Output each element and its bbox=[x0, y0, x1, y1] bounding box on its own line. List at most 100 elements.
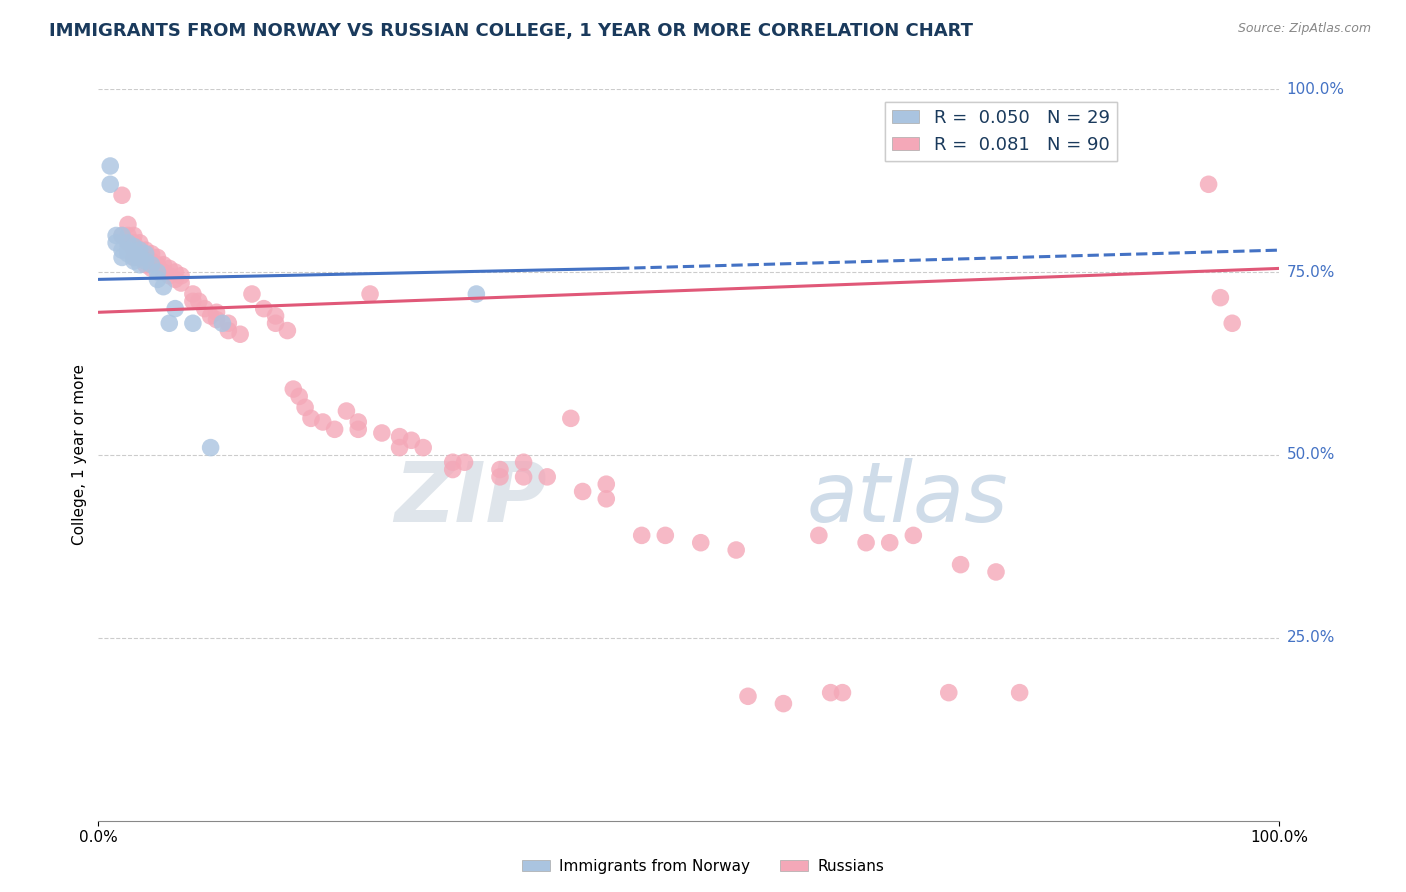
Point bbox=[371, 425, 394, 440]
Point bbox=[135, 243, 157, 257]
Legend: R =  0.050   N = 29, R =  0.081   N = 90: R = 0.050 N = 29, R = 0.081 N = 90 bbox=[884, 102, 1116, 161]
Point bbox=[122, 239, 145, 253]
Point bbox=[194, 301, 217, 316]
Point bbox=[141, 254, 163, 268]
Point bbox=[128, 243, 150, 257]
Point bbox=[117, 235, 139, 250]
Point bbox=[157, 261, 180, 276]
Point bbox=[181, 316, 204, 330]
Point bbox=[831, 686, 853, 700]
Point bbox=[135, 254, 157, 268]
Point bbox=[465, 287, 488, 301]
Point bbox=[122, 246, 145, 260]
Point bbox=[146, 272, 169, 286]
Point bbox=[128, 258, 150, 272]
Point bbox=[1220, 316, 1243, 330]
Point bbox=[388, 430, 411, 444]
Point bbox=[146, 265, 169, 279]
Point bbox=[725, 543, 748, 558]
Point bbox=[347, 415, 370, 429]
Text: IMMIGRANTS FROM NORWAY VS RUSSIAN COLLEGE, 1 YEAR OR MORE CORRELATION CHART: IMMIGRANTS FROM NORWAY VS RUSSIAN COLLEG… bbox=[49, 22, 973, 40]
Point bbox=[630, 528, 652, 542]
Point bbox=[152, 265, 174, 279]
Point bbox=[938, 686, 960, 700]
Point bbox=[122, 243, 145, 257]
Point bbox=[152, 279, 174, 293]
Y-axis label: College, 1 year or more: College, 1 year or more bbox=[72, 365, 87, 545]
Point bbox=[135, 258, 157, 272]
Point bbox=[984, 565, 1007, 579]
Point bbox=[200, 441, 222, 455]
Text: atlas: atlas bbox=[807, 458, 1008, 540]
Point bbox=[347, 422, 370, 436]
Point bbox=[312, 415, 335, 429]
Point bbox=[111, 188, 134, 202]
Point bbox=[105, 228, 128, 243]
Point bbox=[276, 324, 298, 338]
Point bbox=[388, 441, 411, 455]
Point bbox=[772, 697, 794, 711]
Point bbox=[98, 159, 121, 173]
Point bbox=[323, 422, 346, 436]
Point bbox=[117, 228, 139, 243]
Point bbox=[571, 484, 593, 499]
Point bbox=[229, 327, 252, 342]
Point bbox=[157, 268, 180, 283]
Point bbox=[205, 305, 228, 319]
Point bbox=[855, 535, 877, 549]
Point bbox=[117, 243, 139, 257]
Text: Source: ZipAtlas.com: Source: ZipAtlas.com bbox=[1237, 22, 1371, 36]
Point bbox=[294, 401, 316, 415]
Text: 50.0%: 50.0% bbox=[1286, 448, 1334, 462]
Point bbox=[217, 324, 239, 338]
Point bbox=[299, 411, 322, 425]
Point bbox=[200, 309, 222, 323]
Point bbox=[165, 265, 187, 279]
Point bbox=[135, 246, 157, 260]
Point bbox=[122, 251, 145, 265]
Point bbox=[128, 251, 150, 265]
Point bbox=[401, 434, 423, 448]
Point bbox=[283, 382, 305, 396]
Point bbox=[98, 178, 121, 192]
Point bbox=[359, 287, 381, 301]
Point bbox=[111, 228, 134, 243]
Point bbox=[105, 235, 128, 250]
Point bbox=[1008, 686, 1031, 700]
Point bbox=[211, 316, 233, 330]
Point bbox=[217, 316, 239, 330]
Point bbox=[117, 246, 139, 260]
Point bbox=[453, 455, 475, 469]
Point bbox=[689, 535, 711, 549]
Point bbox=[181, 294, 204, 309]
Text: 25.0%: 25.0% bbox=[1286, 631, 1334, 645]
Point bbox=[879, 535, 901, 549]
Point bbox=[489, 470, 512, 484]
Point bbox=[146, 251, 169, 265]
Point bbox=[441, 462, 464, 476]
Point bbox=[122, 235, 145, 250]
Point bbox=[187, 294, 209, 309]
Point bbox=[135, 251, 157, 265]
Point bbox=[1198, 178, 1220, 192]
Point bbox=[122, 254, 145, 268]
Point bbox=[141, 258, 163, 272]
Point bbox=[595, 491, 617, 506]
Point bbox=[512, 470, 534, 484]
Point bbox=[240, 287, 263, 301]
Point bbox=[128, 235, 150, 250]
Point bbox=[146, 258, 169, 272]
Point bbox=[117, 235, 139, 250]
Point bbox=[111, 243, 134, 257]
Text: 75.0%: 75.0% bbox=[1286, 265, 1334, 279]
Point bbox=[288, 389, 311, 403]
Point bbox=[512, 455, 534, 469]
Point bbox=[264, 316, 287, 330]
Point bbox=[181, 287, 204, 301]
Point bbox=[489, 462, 512, 476]
Point bbox=[820, 686, 842, 700]
Point bbox=[595, 477, 617, 491]
Point bbox=[253, 301, 276, 316]
Point bbox=[949, 558, 972, 572]
Point bbox=[264, 309, 287, 323]
